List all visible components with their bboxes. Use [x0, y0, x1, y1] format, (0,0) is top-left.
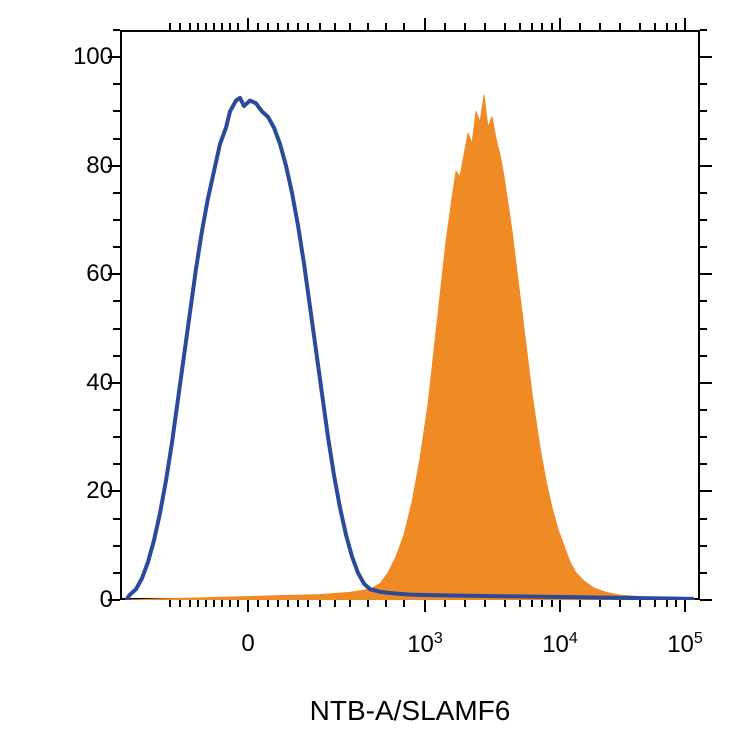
x-tick-label: 0 [241, 630, 254, 658]
x-tick-label: 104 [542, 630, 578, 659]
y-tick-label: 100 [73, 43, 113, 71]
series-stained [126, 95, 694, 600]
flow-cytometry-histogram: Relative Cell Number NTB-A/SLAMF6 020406… [0, 0, 743, 743]
x-tick-label: 103 [407, 630, 443, 659]
x-axis-label: NTB-A/SLAMF6 [310, 695, 511, 727]
x-tick-label: 105 [667, 630, 703, 659]
histogram-svg [120, 30, 700, 600]
plot-area [120, 30, 700, 600]
